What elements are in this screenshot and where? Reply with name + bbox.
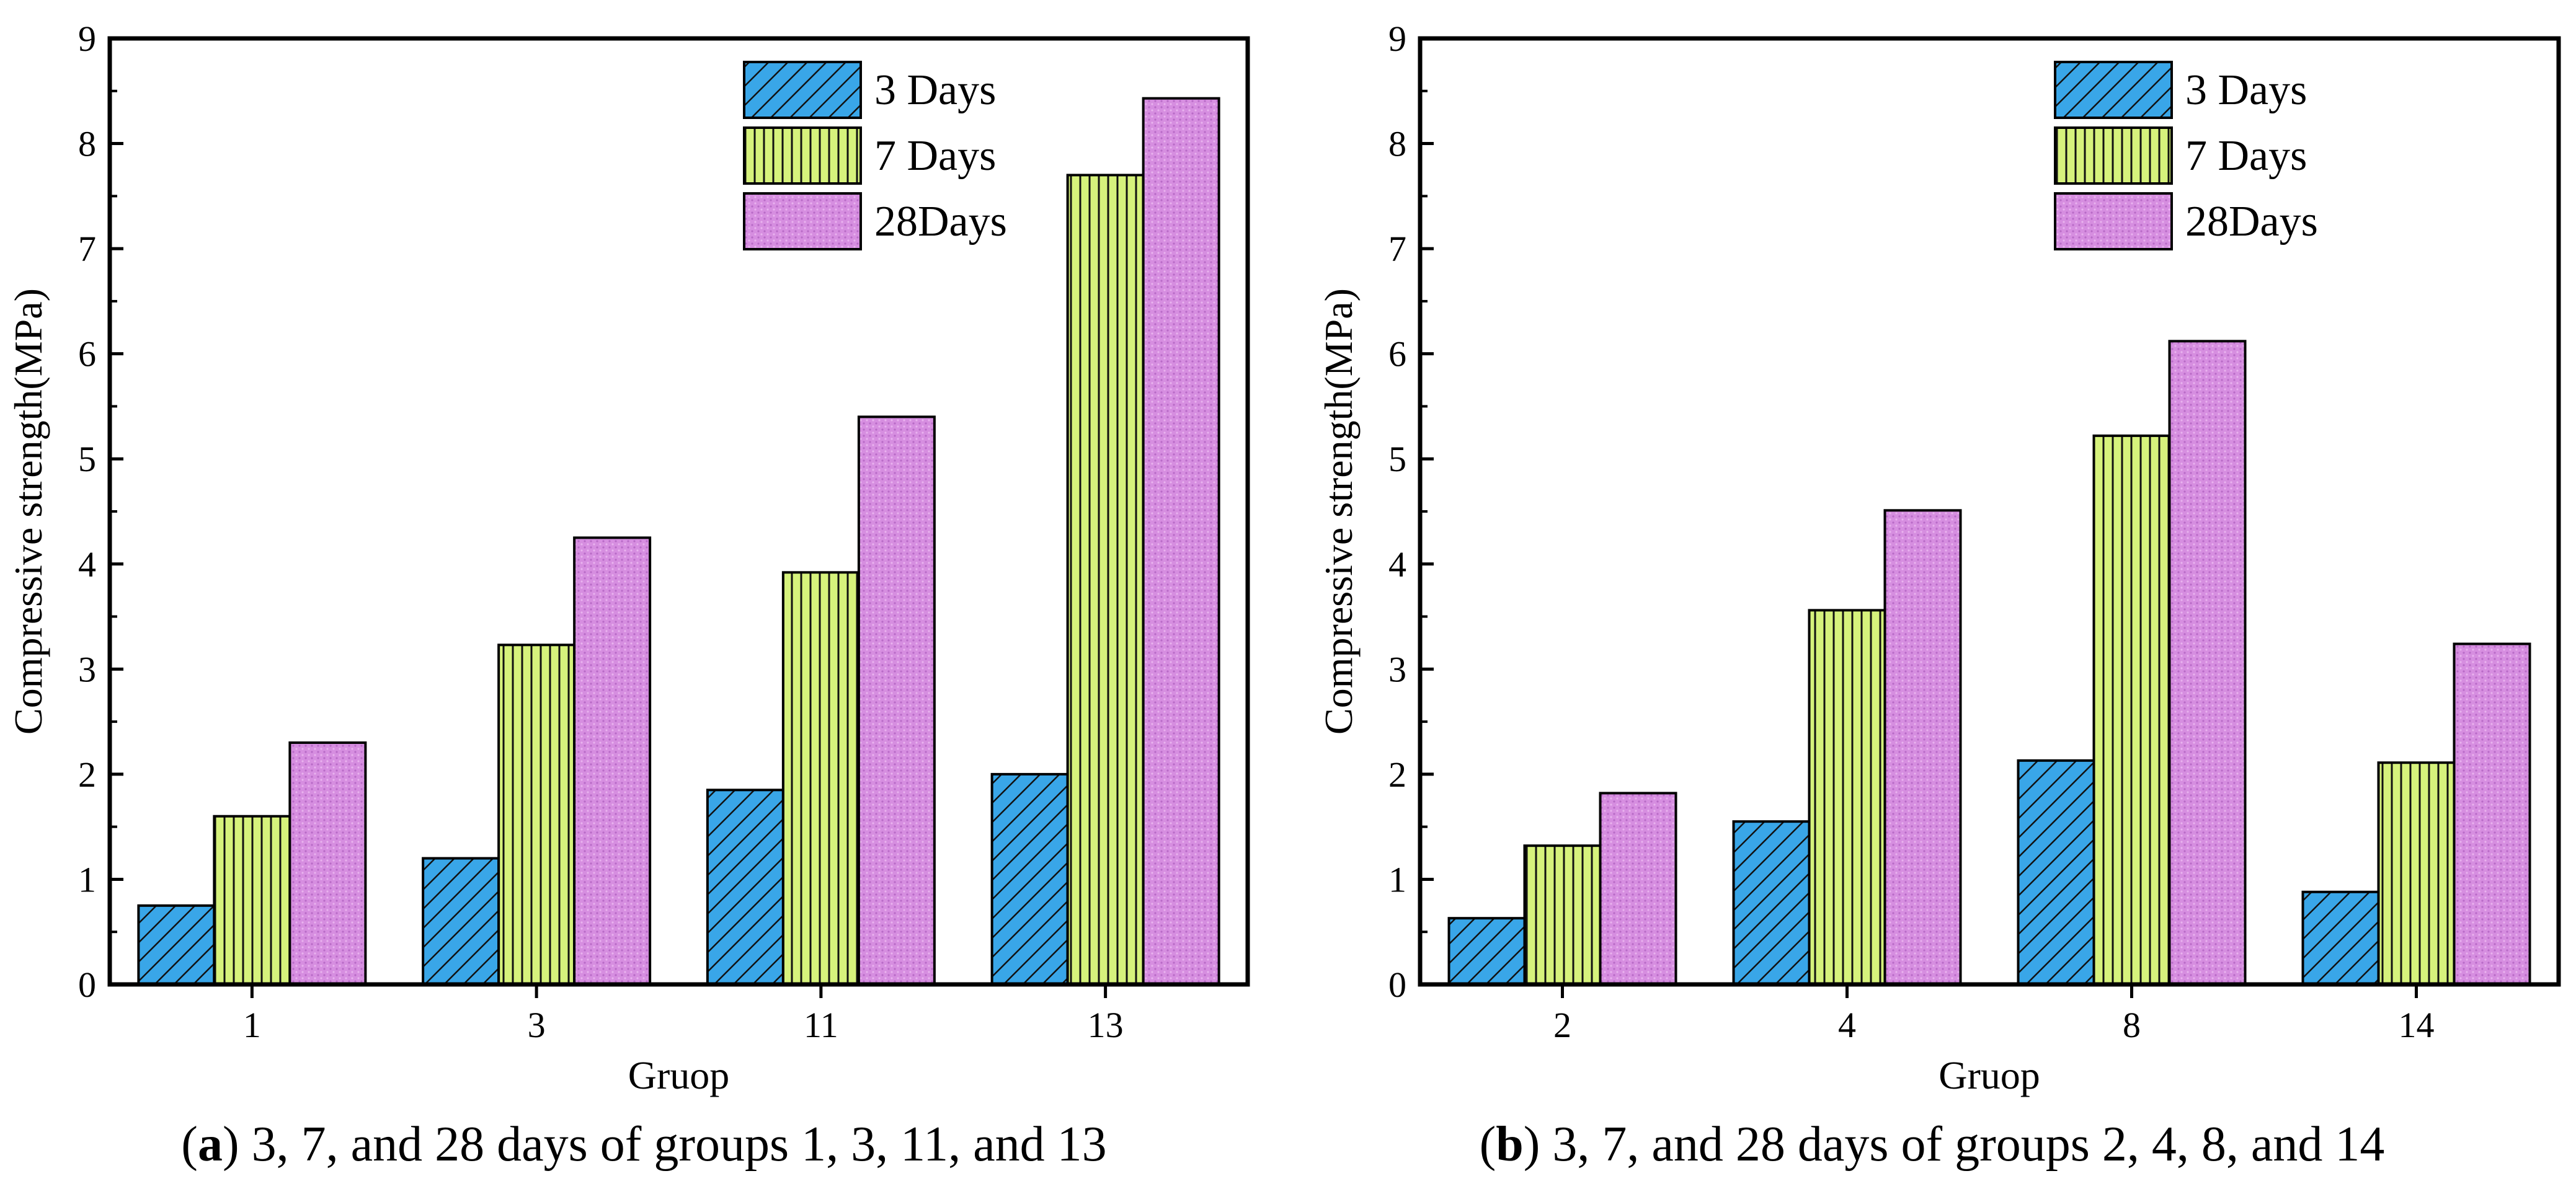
bar-3days-group-4 xyxy=(1732,820,1811,986)
bar-3days-group-1 xyxy=(137,904,216,986)
y-tick-label: 9 xyxy=(78,19,96,59)
x-tick-label: 8 xyxy=(2123,1005,2141,1045)
caption-b: (b) 3, 7, and 28 days of groups 2, 4, 8,… xyxy=(1479,1117,2385,1172)
legend-label: 28Days xyxy=(2185,198,2318,245)
y-tick-label: 8 xyxy=(1388,124,1406,164)
legend-swatch-7days xyxy=(2054,126,2173,185)
y-tick-label: 0 xyxy=(1388,965,1406,1005)
caption-b-text: 3, 7, and 28 days of groups 2, 4, 8, and… xyxy=(1552,1117,2385,1172)
y-tick-label: 4 xyxy=(78,544,96,585)
legend-swatch-7days xyxy=(743,126,862,185)
caption-a-text: 3, 7, and 28 days of groups 1, 3, 11, an… xyxy=(251,1117,1107,1172)
y-tick-label: 3 xyxy=(1388,649,1406,689)
caption-a: (a) 3, 7, and 28 days of groups 1, 3, 11… xyxy=(181,1117,1107,1172)
y-tick-label: 0 xyxy=(78,965,96,1005)
bar-28days-group-2 xyxy=(1599,792,1677,986)
bar-7days-group-14 xyxy=(2377,761,2456,986)
y-tick-label: 9 xyxy=(1388,19,1406,59)
y-tick-label: 1 xyxy=(1388,859,1406,899)
bar-7days-group-2 xyxy=(1523,844,1602,986)
bar-7days-group-4 xyxy=(1808,609,1886,986)
y-tick-label: 6 xyxy=(78,334,96,374)
bar-28days-group-14 xyxy=(2453,642,2531,986)
y-axis-label: Compressive strength(MPa) xyxy=(1317,288,1361,735)
x-axis-label: Gruop xyxy=(1939,1053,2040,1097)
y-tick-label: 3 xyxy=(78,649,96,689)
bar-7days-group-8 xyxy=(2092,434,2171,986)
x-axis-label: Gruop xyxy=(628,1053,730,1097)
y-tick-label: 5 xyxy=(1388,439,1406,479)
y-tick-label: 2 xyxy=(1388,754,1406,795)
bar-7days-group-3 xyxy=(497,643,576,986)
bar-3days-group-2 xyxy=(1447,917,1526,986)
legend-swatch-28days xyxy=(2054,192,2173,250)
bar-7days-group-1 xyxy=(213,815,291,986)
x-tick-label: 11 xyxy=(804,1005,838,1045)
x-tick-label: 4 xyxy=(1838,1005,1856,1045)
y-tick-label: 5 xyxy=(78,439,96,479)
bar-28days-group-1 xyxy=(288,741,367,986)
bar-28days-group-3 xyxy=(573,536,652,986)
y-tick-label: 6 xyxy=(1388,334,1406,374)
y-tick-label: 7 xyxy=(78,229,96,269)
bar-3days-group-13 xyxy=(990,772,1069,986)
bar-28days-group-11 xyxy=(857,415,936,986)
bar-3days-group-8 xyxy=(2017,759,2095,986)
legend-label: 3 Days xyxy=(874,66,996,114)
legend-swatch-28days xyxy=(743,192,862,250)
bar-3days-group-11 xyxy=(706,789,784,986)
legend-swatch-3days xyxy=(2054,61,2173,119)
bar-28days-group-13 xyxy=(1142,97,1220,986)
legend-label: 28Days xyxy=(874,198,1007,245)
bar-7days-group-11 xyxy=(781,571,860,986)
bar-7days-group-13 xyxy=(1066,174,1145,986)
x-tick-label: 2 xyxy=(1553,1005,1571,1045)
y-tick-label: 1 xyxy=(78,859,96,899)
legend-label: 7 Days xyxy=(874,132,996,180)
y-tick-label: 8 xyxy=(78,124,96,164)
caption-a-label: a xyxy=(197,1117,223,1172)
bar-28days-group-8 xyxy=(2168,340,2247,986)
x-tick-label: 1 xyxy=(243,1005,261,1045)
x-tick-label: 13 xyxy=(1088,1005,1124,1045)
bar-3days-group-3 xyxy=(422,857,500,986)
y-tick-label: 7 xyxy=(1388,229,1406,269)
y-tick-label: 2 xyxy=(78,754,96,795)
y-tick-label: 4 xyxy=(1388,544,1406,585)
bar-3days-group-14 xyxy=(2301,890,2380,986)
legend-label: 3 Days xyxy=(2185,66,2307,114)
y-axis-label: Compressive strength(MPa) xyxy=(6,288,50,735)
x-tick-label: 14 xyxy=(2399,1005,2435,1045)
legend-swatch-3days xyxy=(743,61,862,119)
chart-panel-b: 0 1 2 3 4 5 6 7 8 9 2 4 8 14 Gruop Compressive strength… xyxy=(1317,19,2561,1097)
x-tick-label: 3 xyxy=(528,1005,546,1045)
bar-28days-group-4 xyxy=(1883,509,1962,986)
caption-b-label: b xyxy=(1496,1117,1524,1172)
legend-label: 7 Days xyxy=(2185,132,2307,180)
